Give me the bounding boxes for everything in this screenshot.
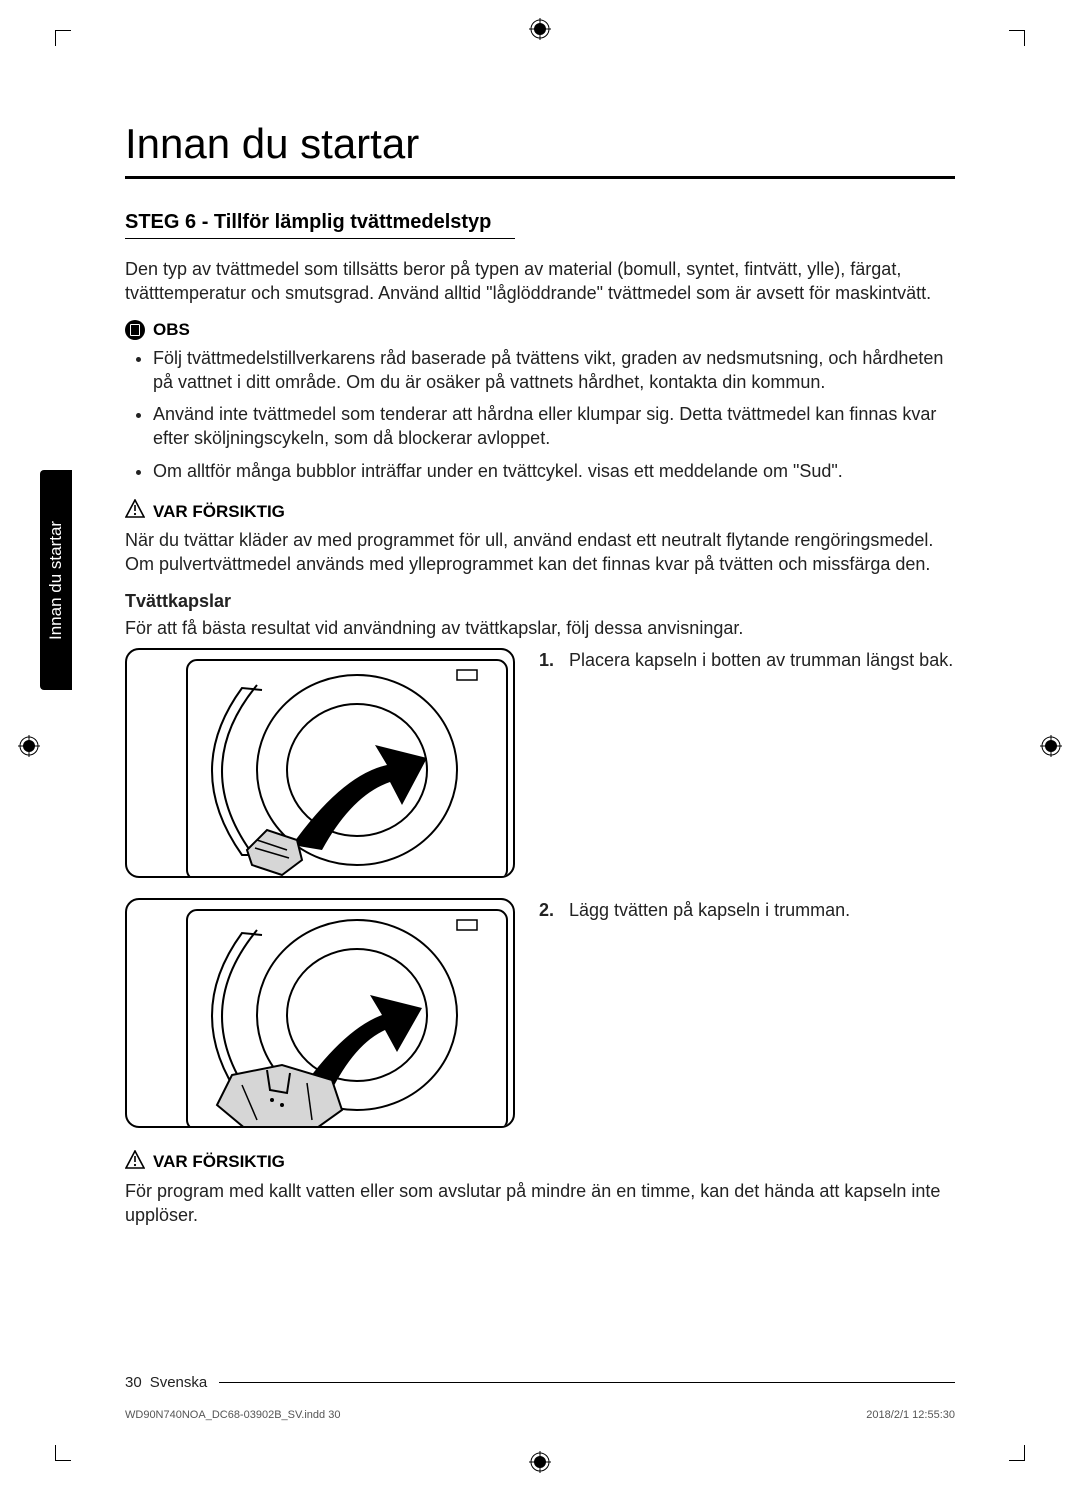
- intro-text: Den typ av tvättmedel som tillsätts bero…: [125, 257, 955, 306]
- language-label: Svenska: [150, 1374, 208, 1391]
- step-number: 1.: [539, 648, 559, 898]
- step-number: 2.: [539, 898, 559, 922]
- caution-label: VAR FÖRSIKTIG: [153, 1152, 285, 1172]
- registration-mark-icon: [529, 18, 551, 40]
- note-heading: OBS: [125, 320, 955, 340]
- title-rule: [125, 176, 955, 179]
- step-heading: STEG 6 - Tillför lämplig tvättmedelstyp: [125, 211, 955, 234]
- list-item: Följ tvättmedelstillverkarens råd basera…: [153, 346, 955, 395]
- figure-2: [125, 898, 515, 1128]
- note-label: OBS: [153, 320, 190, 340]
- caution-label: VAR FÖRSIKTIG: [153, 502, 285, 522]
- imprint: WD90N740NOA_DC68-03902B_SV.indd 30 2018/…: [125, 1409, 955, 1421]
- note-list: Följ tvättmedelstillverkarens råd basera…: [125, 346, 955, 483]
- registration-mark-icon: [18, 735, 40, 757]
- figure-1: [125, 648, 515, 878]
- page-number: 30: [125, 1374, 142, 1391]
- registration-mark-icon: [1040, 735, 1062, 757]
- crop-mark: [55, 1445, 71, 1461]
- note-icon: [125, 320, 145, 340]
- footer-rule: [219, 1382, 955, 1383]
- registration-mark-icon: [529, 1451, 551, 1473]
- step-caption-1: 1. Placera kapseln i botten av trumman l…: [539, 648, 955, 898]
- step-text: Lägg tvätten på kapseln i trumman.: [569, 898, 850, 922]
- subtext: För att få bästa resultat vid användning…: [125, 616, 955, 640]
- step-caption-2: 2. Lägg tvätten på kapseln i trumman.: [539, 898, 955, 922]
- page-title: Innan du startar: [125, 120, 955, 168]
- page-footer: 30 Svenska: [125, 1374, 955, 1391]
- imprint-date: 2018/2/1 12:55:30: [866, 1409, 955, 1421]
- subheading: Tvättkapslar: [125, 591, 955, 612]
- section-tab: Innan du startar: [40, 470, 72, 690]
- warning-icon: [125, 499, 145, 524]
- figure-row: 1. Placera kapseln i botten av trumman l…: [125, 648, 955, 1128]
- captions-column: 1. Placera kapseln i botten av trumman l…: [539, 648, 955, 922]
- imprint-file: WD90N740NOA_DC68-03902B_SV.indd 30: [125, 1409, 340, 1421]
- list-item: Om alltför många bubblor inträffar under…: [153, 459, 955, 483]
- figure-column: [125, 648, 515, 1128]
- caution-heading: VAR FÖRSIKTIG: [125, 499, 955, 524]
- warning-icon: [125, 1150, 145, 1175]
- step-text: Placera kapseln i botten av trumman läng…: [569, 648, 953, 898]
- caution-text: När du tvättar kläder av med programmet …: [125, 528, 955, 577]
- caution-heading: VAR FÖRSIKTIG: [125, 1150, 955, 1175]
- step-rule: [125, 238, 515, 239]
- page-content: Innan du startar STEG 6 - Tillför lämpli…: [85, 60, 995, 1431]
- caution-text: För program med kallt vatten eller som a…: [125, 1179, 955, 1228]
- crop-mark: [1009, 1445, 1025, 1461]
- crop-mark: [1009, 30, 1025, 46]
- crop-mark: [55, 30, 71, 46]
- list-item: Använd inte tvättmedel som tenderar att …: [153, 402, 955, 451]
